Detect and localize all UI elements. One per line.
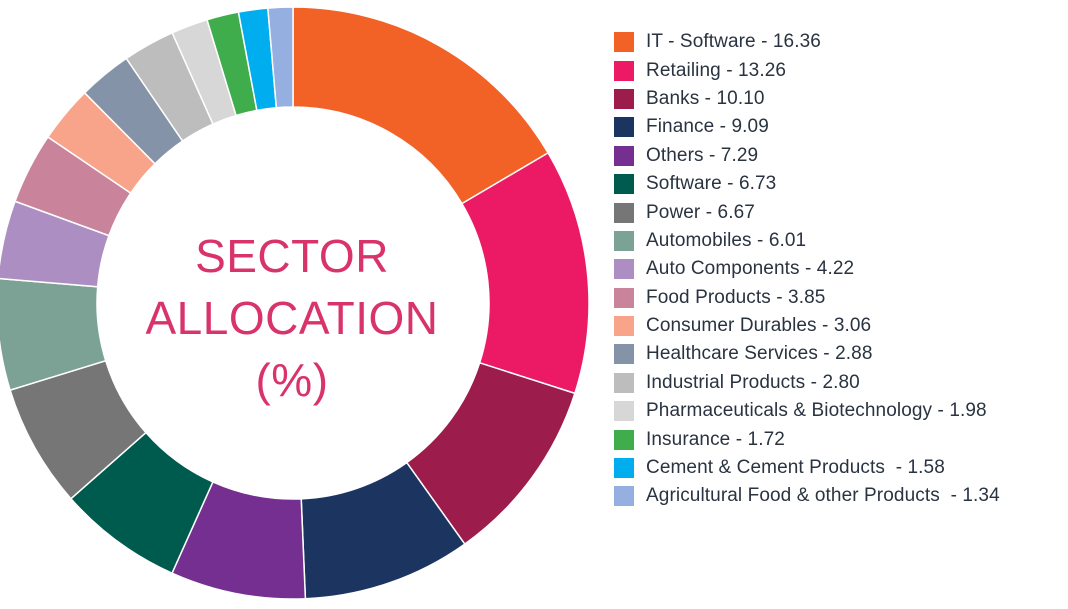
legend-item: Pharmaceuticals & Biotechnology - 1.98 — [614, 397, 1066, 425]
legend-label: Automobiles - 6.01 — [646, 229, 807, 251]
legend-item: Industrial Products - 2.80 — [614, 369, 1066, 397]
legend-label: Insurance - 1.72 — [646, 428, 785, 450]
legend-swatch — [614, 174, 634, 195]
legend-label: Banks - 10.10 — [646, 87, 765, 109]
legend-label: Agricultural Food & other Products - 1.3… — [646, 485, 1000, 507]
legend-item: Finance - 9.09 — [614, 113, 1066, 141]
legend-label: IT - Software - 16.36 — [646, 31, 821, 53]
legend-swatch — [614, 202, 634, 223]
legend-swatch — [614, 458, 634, 479]
legend-label: Others - 7.29 — [646, 144, 759, 166]
slice-agricultural-food-other-products — [267, 6, 294, 109]
legend-item: Agricultural Food & other Products - 1.3… — [614, 482, 1066, 510]
legend-item: Software - 6.73 — [614, 170, 1066, 198]
legend-swatch — [614, 145, 634, 166]
legend-label: Power - 6.67 — [646, 201, 755, 223]
legend-swatch — [614, 287, 634, 308]
legend-item: Auto Components - 4.22 — [614, 255, 1066, 283]
legend-swatch — [614, 486, 634, 507]
chart-title-line-3: (%) — [255, 354, 329, 406]
legend-label: Pharmaceuticals & Biotechnology - 1.98 — [646, 400, 987, 422]
legend-item: Cement & Cement Products - 1.58 — [614, 454, 1066, 482]
legend-label: Food Products - 3.85 — [646, 286, 826, 308]
legend-item: IT - Software - 16.36 — [614, 28, 1066, 56]
legend-label: Consumer Durables - 3.06 — [646, 315, 872, 337]
legend-swatch — [614, 429, 634, 450]
legend-label: Retailing - 13.26 — [646, 59, 787, 81]
legend-label: Finance - 9.09 — [646, 116, 769, 138]
legend-item: Power - 6.67 — [614, 198, 1066, 226]
donut-chart — [0, 6, 590, 600]
legend-swatch — [614, 230, 634, 251]
legend-item: Others - 7.29 — [614, 142, 1066, 170]
legend-item: Retailing - 13.26 — [614, 56, 1066, 84]
legend-swatch — [614, 344, 634, 365]
legend-item: Automobiles - 6.01 — [614, 227, 1066, 255]
chart-title: SECTOR ALLOCATION (%) — [92, 225, 492, 411]
legend-swatch — [614, 316, 634, 337]
legend-item: Consumer Durables - 3.06 — [614, 312, 1066, 340]
legend-label: Software - 6.73 — [646, 173, 777, 195]
legend-label: Auto Components - 4.22 — [646, 258, 855, 280]
legend-label: Industrial Products - 2.80 — [646, 371, 860, 393]
legend-label: Cement & Cement Products - 1.58 — [646, 457, 945, 479]
legend-item: Banks - 10.10 — [614, 85, 1066, 113]
legend-swatch — [614, 401, 634, 422]
donut-slices — [0, 6, 590, 600]
legend-swatch — [614, 88, 634, 109]
legend-item: Healthcare Services - 2.88 — [614, 340, 1066, 368]
legend-swatch — [614, 372, 634, 393]
legend-swatch — [614, 32, 634, 53]
chart-title-line-1: SECTOR — [195, 230, 389, 282]
legend-swatch — [614, 60, 634, 81]
chart-title-line-2: ALLOCATION — [145, 292, 439, 344]
legend-swatch — [614, 259, 634, 280]
legend-label: Healthcare Services - 2.88 — [646, 343, 873, 365]
legend-item: Food Products - 3.85 — [614, 284, 1066, 312]
legend-item: Insurance - 1.72 — [614, 425, 1066, 453]
legend-swatch — [614, 117, 634, 138]
slice-it-software — [292, 6, 550, 205]
chart-legend: IT - Software - 16.36 Retailing - 13.26 Ba… — [614, 28, 1066, 511]
